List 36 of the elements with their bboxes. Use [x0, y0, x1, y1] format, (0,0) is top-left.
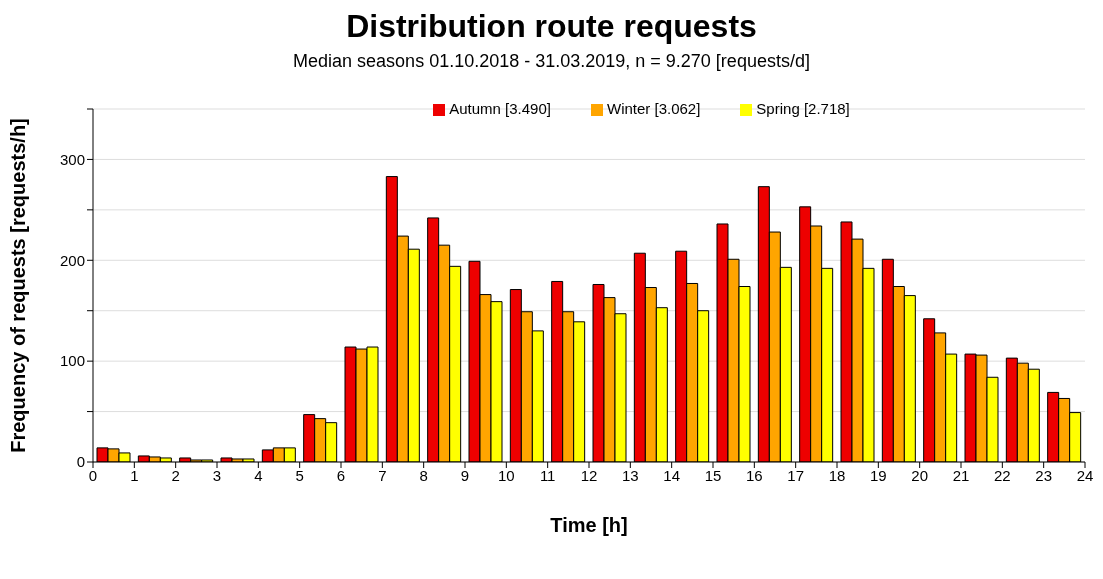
x-tick-label: 7: [378, 466, 387, 484]
x-tick-label: 21: [952, 466, 970, 484]
chart-subtitle: Median seasons 01.10.2018 - 31.03.2019, n = 9.270 [requests/d]: [292, 51, 811, 72]
x-tick-label: 6: [336, 466, 346, 484]
x-axis-title: Time [h]: [550, 514, 628, 536]
x-tick-label: 18: [828, 466, 846, 484]
chart-title: Distribution route requests: [345, 8, 758, 45]
x-tick-label: 15: [704, 466, 722, 484]
y-axis-title: Frequency of requests [requests/h]: [7, 118, 30, 453]
x-tick-label: 11: [539, 466, 556, 484]
x-tick-label: 9: [460, 466, 470, 484]
x-tick-label: 1: [130, 466, 139, 484]
x-tick-label: 12: [580, 466, 598, 484]
x-tick-label: 3: [212, 466, 222, 484]
x-tick-label: 5: [295, 466, 304, 484]
x-tick-label: 0: [88, 466, 98, 484]
x-tick-label: 17: [787, 466, 805, 484]
x-tick-label: 24: [1076, 466, 1094, 484]
x-tick-label: 14: [663, 466, 681, 484]
y-tick-label: 300: [59, 150, 85, 168]
x-tick-label: 23: [1035, 466, 1053, 484]
x-tick-label: 13: [621, 466, 639, 484]
x-tick-label: 10: [497, 466, 515, 484]
legend-label: Autumn [3.490]: [449, 100, 551, 117]
x-tick-label: 8: [419, 466, 428, 484]
legend-label: Spring [2.718]: [756, 100, 850, 117]
x-tick-label: 19: [869, 466, 887, 484]
x-tick-label: 22: [993, 466, 1011, 484]
y-tick-label: 0: [76, 453, 85, 471]
y-tick-label: 100: [59, 352, 85, 370]
legend-label: Winter [3.062]: [606, 100, 701, 117]
x-tick-label: 2: [171, 466, 180, 484]
x-tick-label: 16: [745, 466, 763, 484]
x-tick-label: 20: [911, 466, 929, 484]
y-tick-label: 200: [59, 251, 85, 269]
x-tick-label: 4: [254, 466, 263, 484]
